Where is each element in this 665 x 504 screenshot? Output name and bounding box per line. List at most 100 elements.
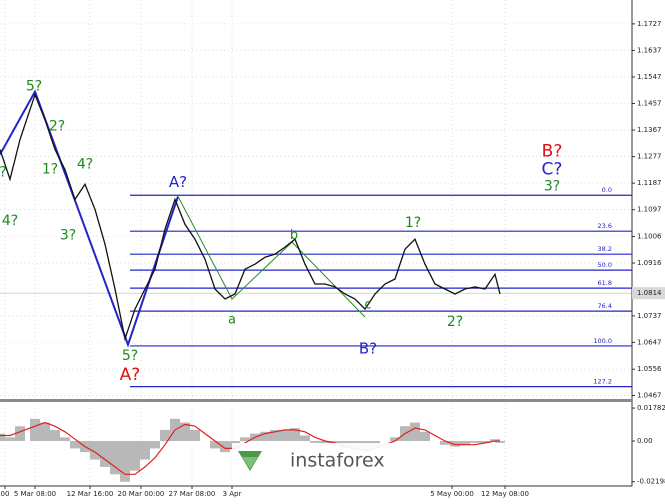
osc-bar xyxy=(300,435,310,442)
osc-bar xyxy=(0,433,5,442)
osc-bar xyxy=(490,439,500,442)
last-price-label: 1.0814 xyxy=(637,289,662,297)
fib-label: 38.2 xyxy=(598,245,612,253)
osc-bar xyxy=(410,422,420,442)
wave-label: 3? xyxy=(60,227,76,243)
wave-label: 3? xyxy=(544,178,560,194)
osc-bar xyxy=(110,441,120,475)
price-axis-bg xyxy=(632,0,665,504)
osc-bar xyxy=(270,429,280,442)
y-tick-label: 1.1187 xyxy=(637,179,662,187)
osc-bar xyxy=(130,441,140,471)
osc-bar xyxy=(190,429,200,442)
osc-bar xyxy=(160,429,170,442)
osc-bar xyxy=(60,437,70,442)
y-tick-label: 1.1547 xyxy=(637,73,662,81)
osc-bar xyxy=(240,437,250,442)
osc-bar xyxy=(260,431,270,442)
y-tick-label: 1.1367 xyxy=(637,126,662,134)
osc-bar xyxy=(460,441,470,445)
fib-label: 61.8 xyxy=(598,279,612,287)
wave-label: A? xyxy=(120,365,141,385)
marks: 0.0 23.6 38.2 50.0 61.8 76.4 100.0 127.2? 4? 5? 2?… xyxy=(0,79,632,482)
osc-tick-label: -0.02198 xyxy=(637,478,665,486)
fib-label: 100.0 xyxy=(593,337,612,345)
fib-label: 76.4 xyxy=(598,302,612,310)
osc-bar xyxy=(310,441,320,443)
wave-label: B? xyxy=(359,339,377,357)
osc-bar xyxy=(390,437,400,442)
y-tick-label: 1.0916 xyxy=(637,259,662,267)
watermark-text: instaforex xyxy=(290,450,385,472)
x-tick-label: 12 May 08:00 xyxy=(481,490,529,498)
watermark: instaforex xyxy=(232,443,402,479)
osc-bar xyxy=(470,441,480,443)
wave-label: 5? xyxy=(122,348,138,364)
y-tick-label: 1.1277 xyxy=(637,153,662,161)
x-tick-label: 12 Mar 16:00 xyxy=(67,490,114,498)
axes: 1.1727 1.1637 1.1547 1.1457 1.1367 1.1277 1.11… xyxy=(1,20,665,498)
wave-line xyxy=(0,89,179,348)
y-tick-label: 1.0467 xyxy=(637,391,662,399)
osc-bar xyxy=(290,428,300,442)
osc-bar xyxy=(480,441,490,443)
wave-label: 1? xyxy=(405,215,421,231)
osc-tick-label: 0.01782 xyxy=(637,404,665,412)
y-tick-label: 1.1006 xyxy=(637,233,662,241)
osc-bar xyxy=(5,437,15,442)
wave-label: 2? xyxy=(447,314,463,330)
osc-bar xyxy=(180,422,190,442)
wave-label: 1? xyxy=(42,162,58,178)
y-tick-label: 1.1727 xyxy=(637,20,662,28)
fib-label: 127.2 xyxy=(593,378,612,386)
osc-bar xyxy=(70,441,80,449)
y-tick-label: 1.1097 xyxy=(637,206,662,214)
osc-bar xyxy=(320,441,330,445)
x-tick-label: 00 xyxy=(1,490,10,498)
wave-label: 4? xyxy=(2,213,18,229)
osc-bar xyxy=(120,441,130,482)
osc-bar xyxy=(495,441,505,443)
osc-bar xyxy=(220,441,230,453)
x-tick-label: 3 Apr xyxy=(223,490,242,498)
osc-bar xyxy=(50,429,60,442)
osc-bar xyxy=(40,422,50,442)
watermark-bg xyxy=(232,443,402,479)
fib-label: 50.0 xyxy=(598,261,612,269)
wave-label: b xyxy=(290,228,298,243)
y-tick-label: 1.0737 xyxy=(637,312,662,320)
y-tick-label: 1.1637 xyxy=(637,46,662,54)
y-tick-label: 1.0647 xyxy=(637,338,662,346)
fib-label: 23.6 xyxy=(598,222,612,230)
wave-label: 5? xyxy=(26,79,42,95)
fib-label: 0.0 xyxy=(602,186,612,194)
wave-label: 4? xyxy=(77,157,93,173)
wave-label: 2? xyxy=(49,119,65,135)
x-tick-label: 27 Mar 08:00 xyxy=(169,490,216,498)
osc-tick-label: 0.00 xyxy=(637,437,653,445)
osc-bar xyxy=(420,431,430,442)
osc-bar xyxy=(150,441,160,449)
wave-label: a xyxy=(228,312,236,327)
osc-bar xyxy=(100,441,110,467)
osc-bar xyxy=(210,441,220,449)
osc-bar xyxy=(15,426,25,442)
osc-bar xyxy=(440,441,450,445)
wave-label: ? xyxy=(0,165,7,181)
wave-label: B? xyxy=(542,142,563,162)
osc-bar xyxy=(140,441,150,460)
osc-bar xyxy=(30,418,40,442)
wave-label: C? xyxy=(542,160,563,180)
wave-line xyxy=(177,196,366,318)
x-tick-label: 20 Mar 00:00 xyxy=(118,490,165,498)
wave-label: A? xyxy=(169,173,187,191)
watermark-icon xyxy=(238,451,262,471)
price-line xyxy=(0,92,501,342)
osc-bar xyxy=(280,429,290,442)
x-tick-label: 5 May 00:00 xyxy=(430,490,474,498)
y-tick-label: 1.1457 xyxy=(637,100,662,108)
osc-signal xyxy=(0,421,500,475)
wave-label: c xyxy=(364,297,371,312)
